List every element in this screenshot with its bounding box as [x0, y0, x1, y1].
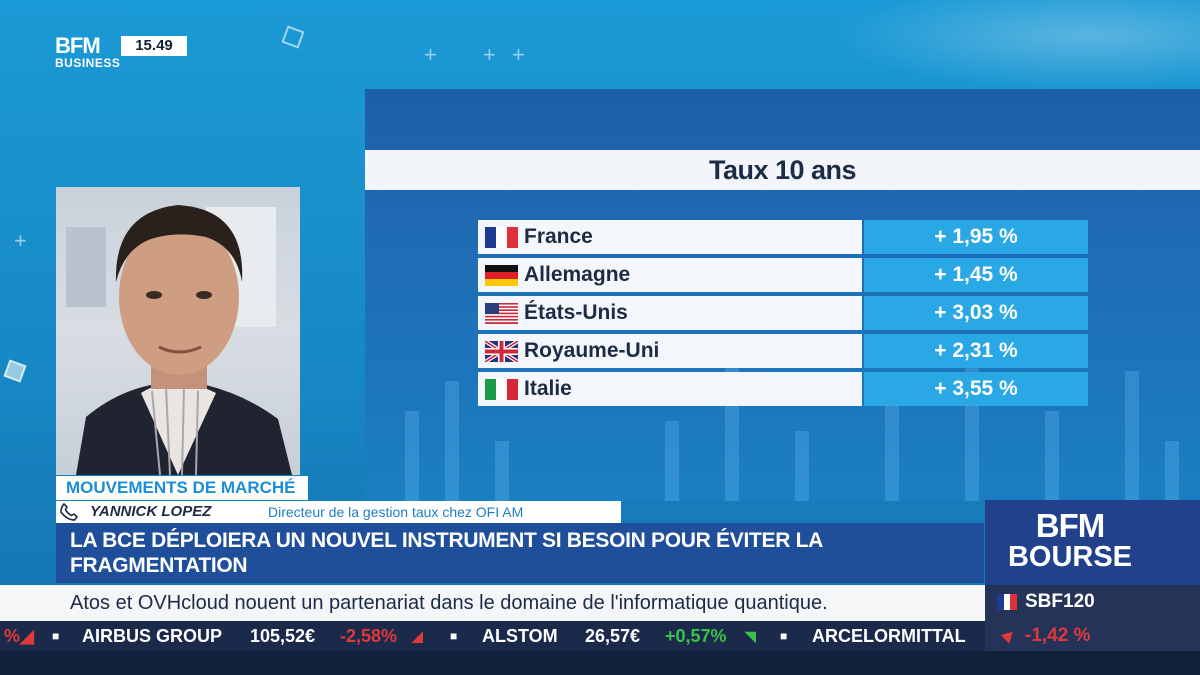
rate-value: + 3,03 % [864, 296, 1088, 330]
rate-row-uk: Royaume-Uni + 2,31 % [478, 334, 1088, 368]
rate-value: + 1,95 % [864, 220, 1088, 254]
country-label: France [524, 225, 593, 248]
speaker-name: YANNICK LOPEZ [90, 503, 212, 520]
segment-tag: MOUVEMENTS DE MARCHÉ [56, 476, 308, 500]
france-flag-icon [997, 594, 1017, 610]
down-arrow-icon: ◢ [412, 628, 423, 644]
sparkle-icon: + [424, 42, 437, 67]
uk-flag-icon [485, 341, 518, 362]
rate-row-italy: Italie + 3,55 % [478, 372, 1088, 406]
country-label: Allemagne [524, 263, 631, 286]
france-flag-icon [485, 227, 518, 248]
down-arrow-icon: %◢ [4, 626, 34, 646]
country-label: États-Unis [524, 301, 628, 324]
rate-row-france: France + 1,95 % [478, 220, 1088, 254]
background-decoration [830, 0, 1200, 90]
chart-title: Taux 10 ans [365, 150, 1200, 190]
speaker-photo [56, 187, 300, 475]
stock-price: 105,52€ [250, 626, 316, 646]
rate-value: + 3,55 % [864, 372, 1088, 406]
rate-value: + 1,45 % [864, 258, 1088, 292]
sparkle-icon: + [512, 42, 525, 67]
country-label: Royaume-Uni [524, 339, 660, 362]
usa-flag-icon [485, 303, 518, 324]
bfm-business-logo: BFM BUSINESS [55, 33, 121, 71]
bfm-bourse-logo: BFM BOURSE [1007, 507, 1133, 573]
rate-value: + 2,31 % [864, 334, 1088, 368]
country-label: Italie [524, 377, 572, 400]
separator-icon: ■ [450, 629, 458, 643]
clock: 15.49 [121, 36, 187, 56]
phone-icon [60, 502, 79, 521]
stock-name: AIRBUS GROUP [82, 626, 223, 646]
index-change: -1,42 % [1025, 625, 1091, 646]
separator-icon: ■ [52, 629, 60, 643]
down-arrow-icon [1000, 627, 1018, 644]
headline-banner: LA BCE DÉPLOIERA UN NOUVEL INSTRUMENT SI… [56, 523, 984, 583]
stock-name: ARCELORMITTAL [812, 626, 966, 646]
rate-row-usa: États-Unis + 3,03 % [478, 296, 1088, 330]
sparkle-icon: + [14, 228, 27, 253]
separator-icon: ■ [780, 629, 788, 643]
rate-row-germany: Allemagne + 1,45 % [478, 258, 1088, 292]
up-arrow-icon: ◥ [745, 628, 756, 644]
speaker-bar: YANNICK LOPEZ Directeur de la gestion ta… [56, 501, 621, 523]
bottom-strip [0, 651, 1200, 675]
stock-name: ALSTOM [482, 626, 558, 646]
stock-ticker: %◢ ■ AIRBUS GROUP 105,52€ -2,58% ◢ ■ ALS… [0, 621, 985, 651]
sparkle-icon: + [483, 42, 496, 67]
stock-price: 26,57€ [585, 626, 641, 646]
germany-flag-icon [485, 265, 518, 286]
speaker-title: Directeur de la gestion taux chez OFI AM [268, 504, 524, 520]
index-name: SBF120 [1025, 591, 1095, 612]
bfm-bourse-box: BFM BOURSE SBF120 -1,42 % [985, 500, 1200, 651]
headline-text: LA BCE DÉPLOIERA UN NOUVEL INSTRUMENT SI… [70, 529, 823, 577]
italy-flag-icon [485, 379, 518, 400]
stock-change: -2,58% [340, 626, 398, 646]
news-ticker-text: Atos et OVHcloud nouent un partenariat d… [70, 592, 828, 614]
news-ticker: Atos et OVHcloud nouent un partenariat d… [0, 585, 985, 621]
index-box: SBF120 -1,42 % [985, 585, 1200, 651]
stock-change: +0,57% [665, 626, 727, 646]
rates-panel: Taux 10 ans France + 1,95 % Allemagne + … [365, 89, 1200, 501]
